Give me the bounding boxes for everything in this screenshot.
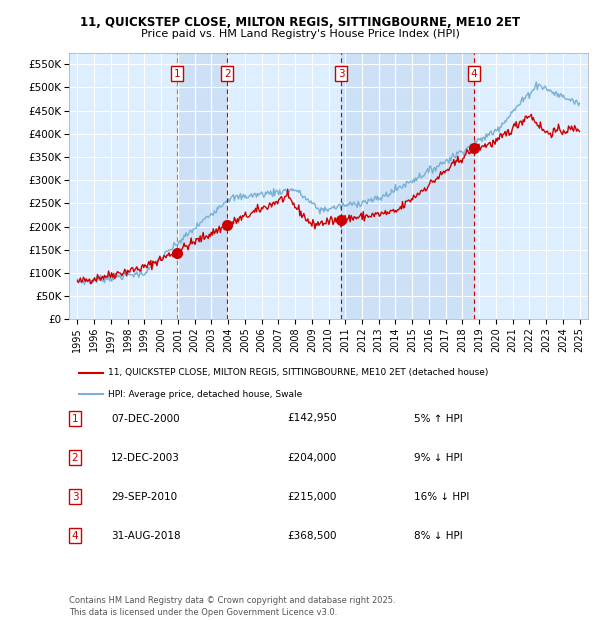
Text: 8% ↓ HPI: 8% ↓ HPI: [414, 531, 463, 541]
Text: 9% ↓ HPI: 9% ↓ HPI: [414, 453, 463, 463]
Bar: [176, 53, 227, 319]
Text: £142,950: £142,950: [287, 414, 337, 423]
Text: 3: 3: [71, 492, 79, 502]
Text: 5% ↑ HPI: 5% ↑ HPI: [414, 414, 463, 423]
Text: HPI: Average price, detached house, Swale: HPI: Average price, detached house, Swal…: [108, 390, 302, 399]
Text: 11, QUICKSTEP CLOSE, MILTON REGIS, SITTINGBOURNE, ME10 2ET (detached house): 11, QUICKSTEP CLOSE, MILTON REGIS, SITTI…: [108, 368, 488, 377]
Text: £204,000: £204,000: [287, 453, 337, 463]
Text: 2: 2: [71, 453, 79, 463]
Text: 07-DEC-2000: 07-DEC-2000: [111, 414, 179, 423]
Text: 11, QUICKSTEP CLOSE, MILTON REGIS, SITTINGBOURNE, ME10 2ET: 11, QUICKSTEP CLOSE, MILTON REGIS, SITTI…: [80, 16, 520, 29]
Text: 4: 4: [71, 531, 79, 541]
Text: 16% ↓ HPI: 16% ↓ HPI: [414, 492, 469, 502]
Text: 4: 4: [470, 69, 477, 79]
Text: 12-DEC-2003: 12-DEC-2003: [111, 453, 180, 463]
Text: £368,500: £368,500: [287, 531, 337, 541]
Text: 31-AUG-2018: 31-AUG-2018: [111, 531, 181, 541]
Text: 1: 1: [173, 69, 180, 79]
Text: 2: 2: [224, 69, 230, 79]
Text: Contains HM Land Registry data © Crown copyright and database right 2025.
This d: Contains HM Land Registry data © Crown c…: [69, 596, 395, 617]
Text: Price paid vs. HM Land Registry's House Price Index (HPI): Price paid vs. HM Land Registry's House …: [140, 29, 460, 39]
Bar: [341, 53, 473, 319]
Text: 1: 1: [71, 414, 79, 423]
Text: 29-SEP-2010: 29-SEP-2010: [111, 492, 177, 502]
Text: £215,000: £215,000: [287, 492, 337, 502]
Text: 3: 3: [338, 69, 344, 79]
